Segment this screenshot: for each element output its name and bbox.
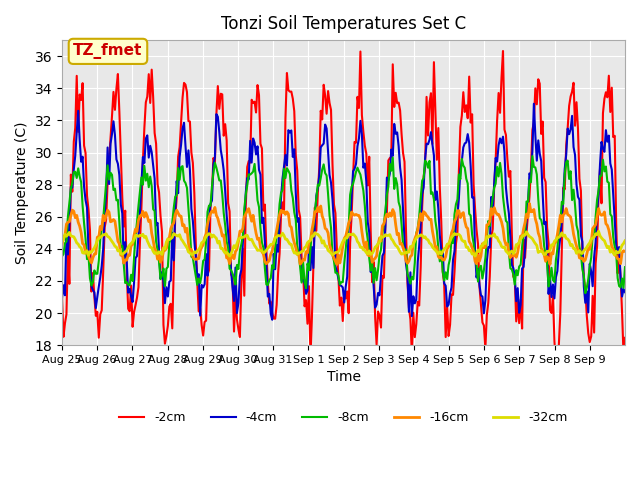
- -8cm: [460, 163, 467, 168]
- Line: -2cm: -2cm: [62, 51, 625, 365]
- -4cm: [461, 141, 468, 146]
- -32cm: [58, 239, 66, 244]
- -16cm: [621, 249, 629, 254]
- -16cm: [95, 234, 102, 240]
- -2cm: [621, 335, 629, 341]
- -32cm: [595, 228, 602, 234]
- -4cm: [77, 159, 85, 165]
- -8cm: [77, 179, 85, 185]
- -16cm: [349, 211, 357, 217]
- -2cm: [499, 48, 507, 54]
- -32cm: [621, 238, 629, 244]
- -4cm: [268, 317, 276, 323]
- -8cm: [348, 184, 355, 190]
- -2cm: [58, 295, 66, 301]
- -32cm: [349, 231, 357, 237]
- -32cm: [77, 245, 85, 251]
- Line: -4cm: -4cm: [62, 104, 625, 320]
- -4cm: [620, 286, 627, 292]
- X-axis label: Time: Time: [326, 371, 360, 384]
- -16cm: [546, 262, 554, 267]
- -16cm: [333, 262, 340, 267]
- -32cm: [95, 236, 102, 241]
- -2cm: [545, 240, 552, 246]
- -4cm: [530, 101, 538, 107]
- -4cm: [349, 168, 357, 174]
- -16cm: [620, 248, 627, 253]
- -2cm: [460, 89, 467, 95]
- Line: -8cm: -8cm: [62, 156, 625, 293]
- -32cm: [226, 253, 234, 259]
- -8cm: [582, 290, 589, 296]
- Text: TZ_fmet: TZ_fmet: [74, 43, 143, 60]
- -8cm: [545, 284, 552, 289]
- -32cm: [620, 240, 627, 246]
- -8cm: [621, 264, 629, 270]
- Y-axis label: Soil Temperature (C): Soil Temperature (C): [15, 121, 29, 264]
- -16cm: [461, 218, 468, 224]
- -8cm: [529, 153, 536, 159]
- Line: -16cm: -16cm: [62, 204, 625, 264]
- -2cm: [348, 213, 355, 219]
- -8cm: [58, 253, 66, 259]
- -2cm: [552, 362, 560, 368]
- Line: -32cm: -32cm: [62, 231, 625, 256]
- Legend: -2cm, -4cm, -8cm, -16cm, -32cm: -2cm, -4cm, -8cm, -16cm, -32cm: [115, 407, 573, 430]
- -8cm: [620, 285, 627, 291]
- -32cm: [545, 249, 552, 254]
- -16cm: [58, 242, 66, 248]
- -4cm: [621, 289, 629, 295]
- -8cm: [95, 258, 102, 264]
- -2cm: [95, 335, 102, 341]
- -4cm: [95, 284, 102, 289]
- -16cm: [525, 201, 533, 206]
- -2cm: [77, 97, 85, 103]
- -2cm: [620, 352, 627, 358]
- -4cm: [546, 275, 554, 281]
- -4cm: [58, 295, 66, 301]
- Title: Tonzi Soil Temperatures Set C: Tonzi Soil Temperatures Set C: [221, 15, 466, 33]
- -32cm: [461, 238, 468, 244]
- -16cm: [77, 229, 85, 235]
